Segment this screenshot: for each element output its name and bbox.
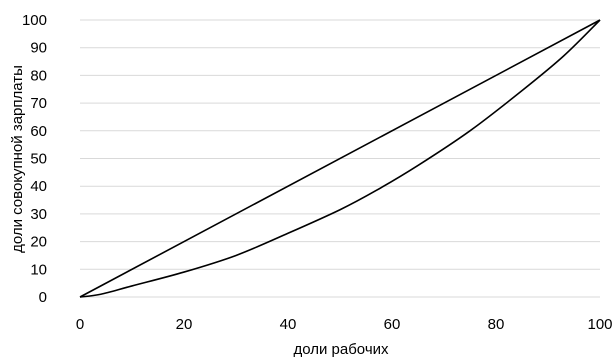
y-tick-label: 90 xyxy=(30,40,47,57)
y-axis-title: доли совокупной зарплаты xyxy=(9,65,26,253)
y-tick-label: 20 xyxy=(30,234,47,251)
equality-line xyxy=(79,19,601,298)
x-tick-label: 20 xyxy=(176,316,193,333)
y-tick-label: 70 xyxy=(30,95,47,112)
x-tick-label: 100 xyxy=(587,316,612,333)
y-tick-label: 100 xyxy=(22,12,47,29)
y-tick-label: 30 xyxy=(30,206,47,223)
lorenz-curve xyxy=(79,19,601,298)
y-tick-label: 80 xyxy=(30,67,47,84)
y-tick-label: 0 xyxy=(39,289,47,306)
x-axis-title: доли рабочих xyxy=(293,341,389,358)
x-tick-label: 0 xyxy=(76,316,84,333)
axis-layer: 0 10 20 30 40 50 60 70 80 90 100 0 20 40 60 80 100 xyxy=(22,12,613,333)
y-tick-label: 40 xyxy=(30,178,47,195)
series-layer xyxy=(79,19,601,298)
y-tick-label: 10 xyxy=(30,261,47,278)
x-tick-label: 60 xyxy=(384,316,401,333)
y-tick-label: 60 xyxy=(30,123,47,140)
x-tick-label: 80 xyxy=(488,316,505,333)
x-tick-label: 40 xyxy=(280,316,297,333)
y-tick-label: 50 xyxy=(30,151,47,168)
